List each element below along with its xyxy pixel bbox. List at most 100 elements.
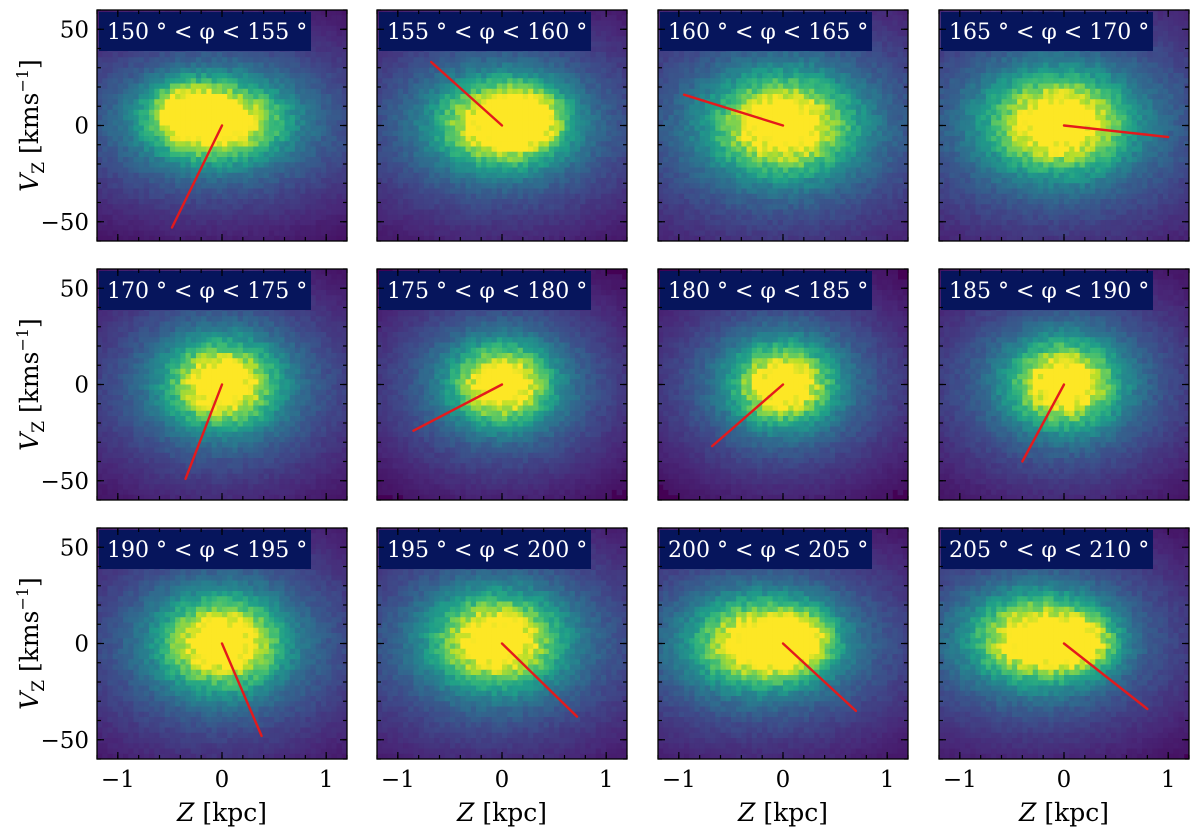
heatmap-bin xyxy=(180,104,186,111)
heatmap-bin xyxy=(554,94,560,100)
heatmap-bin xyxy=(274,94,280,100)
heatmap-bin xyxy=(123,120,129,126)
heatmap-bin xyxy=(548,120,555,126)
heatmap-bin xyxy=(159,162,166,168)
heatmap-bin xyxy=(621,225,627,231)
heatmap-bin xyxy=(180,73,186,79)
heatmap-bin xyxy=(621,151,627,158)
heatmap-bin xyxy=(336,57,343,63)
heatmap-bin xyxy=(195,88,202,95)
heatmap-bin xyxy=(704,73,711,79)
heatmap-bin xyxy=(237,157,244,163)
heatmap-bin xyxy=(606,141,612,147)
heatmap-bin xyxy=(305,125,311,132)
heatmap-bin xyxy=(528,99,534,105)
heatmap-bin xyxy=(336,209,343,216)
heatmap-bin xyxy=(326,172,332,179)
heatmap-bin xyxy=(206,204,212,210)
heatmap-bin xyxy=(268,172,275,179)
heatmap-bin xyxy=(491,214,498,221)
heatmap-bin xyxy=(128,94,134,100)
heatmap-bin xyxy=(418,172,425,179)
heatmap-bin xyxy=(201,235,207,241)
heatmap-bin xyxy=(574,94,581,100)
heatmap-bin xyxy=(403,141,409,147)
heatmap-bin xyxy=(195,130,202,137)
heatmap-bin xyxy=(522,88,529,95)
heatmap-bin xyxy=(559,57,565,63)
heatmap-bin xyxy=(460,146,466,153)
heatmap-bin xyxy=(341,67,347,74)
heatmap-bin xyxy=(211,204,218,210)
heatmap-bin xyxy=(222,157,228,163)
heatmap-bin xyxy=(486,230,492,237)
heatmap-bin xyxy=(279,67,285,74)
heatmap-bin xyxy=(600,183,607,189)
heatmap-bin xyxy=(564,214,571,221)
heatmap-bin xyxy=(481,214,487,221)
heatmap-bin xyxy=(387,178,394,184)
heatmap-bin xyxy=(465,193,472,200)
heatmap-bin xyxy=(403,178,409,184)
heatmap-bin xyxy=(164,94,171,100)
heatmap-bin xyxy=(232,130,239,137)
heatmap-bin xyxy=(284,136,291,142)
heatmap-bin xyxy=(423,125,430,132)
heatmap-bin xyxy=(564,204,571,210)
heatmap-bin xyxy=(326,209,332,216)
heatmap-bin xyxy=(387,167,394,174)
heatmap-bin xyxy=(326,151,332,158)
heatmap-bin xyxy=(423,67,430,74)
heatmap-bin xyxy=(185,157,192,163)
heatmap-bin xyxy=(300,104,306,111)
heatmap-bin xyxy=(892,62,898,69)
heatmap-bin xyxy=(574,209,581,216)
heatmap-bin xyxy=(123,115,129,121)
phi-range-label: 150 ° < φ < 155 ° xyxy=(99,12,311,51)
heatmap-bin xyxy=(585,146,591,153)
heatmap-bin xyxy=(284,235,291,241)
heatmap-bin xyxy=(253,172,259,179)
heatmap-bin xyxy=(258,57,265,63)
heatmap-bin xyxy=(559,235,565,241)
heatmap-bin xyxy=(310,78,317,84)
heatmap-bin xyxy=(475,104,482,111)
heatmap-bin xyxy=(133,183,140,189)
heatmap-bin xyxy=(201,115,207,121)
heatmap-bin xyxy=(507,162,513,168)
heatmap-bin xyxy=(284,146,291,153)
heatmap-bin xyxy=(621,46,627,53)
heatmap-bin xyxy=(548,183,555,189)
heatmap-bin xyxy=(253,62,259,69)
heatmap-bin xyxy=(263,146,270,153)
heatmap-bin xyxy=(507,104,513,111)
heatmap-bin xyxy=(211,188,218,195)
heatmap-bin xyxy=(554,230,560,237)
heatmap-bin xyxy=(175,104,181,111)
heatmap-bin xyxy=(237,120,244,126)
heatmap-bin xyxy=(289,109,296,116)
heatmap-bin xyxy=(564,151,571,158)
heatmap-bin xyxy=(481,115,487,121)
heatmap-bin xyxy=(496,73,503,79)
heatmap-bin xyxy=(486,57,492,63)
heatmap-bin xyxy=(133,120,140,126)
heatmap-bin xyxy=(517,104,524,111)
heatmap-bin xyxy=(331,130,337,137)
heatmap-bin xyxy=(284,193,291,200)
heatmap-bin xyxy=(845,62,852,69)
heatmap-bin xyxy=(470,52,477,58)
heatmap-bin xyxy=(600,178,607,184)
heatmap-bin xyxy=(294,57,301,63)
heatmap-bin xyxy=(481,230,487,237)
heatmap-bin xyxy=(465,78,472,84)
heatmap-bin xyxy=(840,52,846,58)
heatmap-bin xyxy=(185,199,192,205)
heatmap-bin xyxy=(97,204,103,210)
heatmap-bin xyxy=(211,88,218,95)
heatmap-bin xyxy=(902,73,908,79)
heatmap-bin xyxy=(397,115,404,121)
heatmap-bin xyxy=(444,99,451,105)
heatmap-bin xyxy=(117,73,124,79)
heatmap-bin xyxy=(475,225,482,231)
